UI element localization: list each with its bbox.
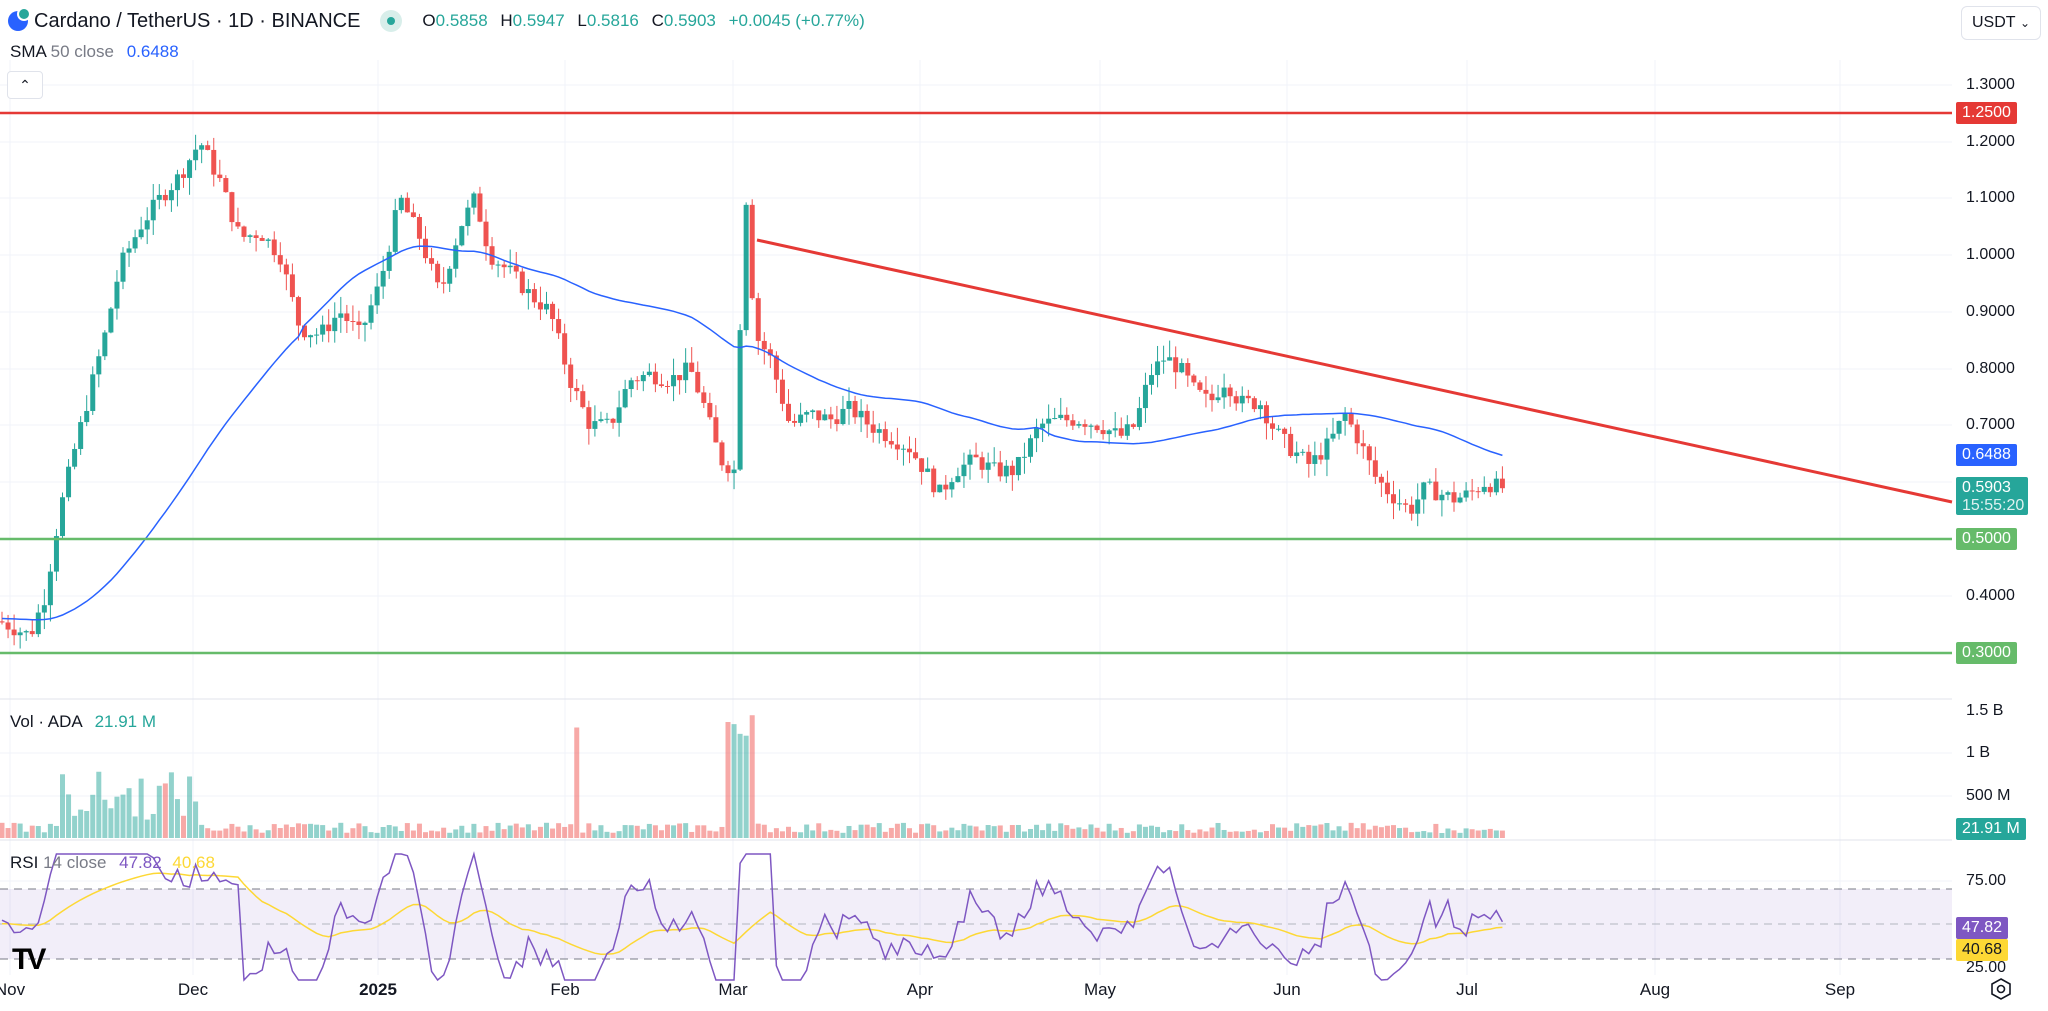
price-tick: 1.0000 <box>1966 246 2015 263</box>
change-value: +0.0045 (+0.77%) <box>728 11 865 30</box>
time-label: Mar <box>718 980 748 999</box>
time-label: Jul <box>1456 980 1478 999</box>
price-tick: 1.1000 <box>1966 189 2015 206</box>
chevron-up-icon: ⌃ <box>19 76 31 93</box>
bar-countdown: 15:55:20 <box>1962 497 2025 514</box>
trendline[interactable] <box>756 238 1953 504</box>
time-label: Dec <box>177 980 209 999</box>
collapse-legend-button[interactable]: ⌃ <box>7 71 43 99</box>
rsi-tick: 75.00 <box>1966 872 2007 889</box>
chevron-down-icon: ⌄ <box>2019 16 2030 30</box>
sma-line <box>1 245 1503 621</box>
open-value: 0.5858 <box>435 11 488 30</box>
rsi-value-tag: 47.82 <box>1956 917 2009 939</box>
time-label: Aug <box>1639 980 1671 999</box>
cardano-logo-icon <box>8 7 31 31</box>
currency-select[interactable]: USDT ⌄ <box>1961 6 2041 40</box>
candlestick-series <box>0 134 1505 649</box>
high-value: 0.5947 <box>512 11 565 30</box>
volume-bars <box>0 715 1505 838</box>
low-value: 0.5816 <box>586 11 639 30</box>
symbol-title[interactable]: Cardano / TetherUS · 1D · BINANCE <box>34 9 361 32</box>
settings-gear-icon[interactable] <box>1990 978 2012 1000</box>
rsi-ma-tag: 40.68 <box>1956 939 2009 961</box>
tradingview-logo-icon[interactable]: TV <box>12 943 46 976</box>
price-tick: 0.4000 <box>1966 587 2015 604</box>
sma-price-tag: 0.6488 <box>1956 444 2017 466</box>
volume-tag: 21.91 M <box>1956 818 2026 840</box>
last-price-tag: 0.5903 15:55:20 <box>1956 477 2028 515</box>
price-tick: 0.8000 <box>1966 360 2015 377</box>
rsi-ma-line <box>2 872 1503 955</box>
market-status-icon <box>380 10 403 32</box>
close-value: 0.5903 <box>663 11 716 30</box>
rsi-tick: 25.00 <box>1966 959 2007 976</box>
price-tick: 1.2000 <box>1966 133 2015 150</box>
rsi-line <box>1 851 1504 982</box>
ohlc-values: O0.5858 H0.5947 L0.5816 C0.5903 +0.0045 … <box>422 11 865 30</box>
time-label: Sep <box>1824 980 1856 999</box>
time-label: Feb <box>550 980 580 999</box>
time-label: Apr <box>906 980 934 999</box>
time-label: 2025 <box>359 980 397 999</box>
time-label: Nov <box>0 980 26 999</box>
support-price-tag-030: 0.3000 <box>1956 642 2017 664</box>
sma-legend[interactable]: SMA 50 close 0.6488 <box>10 42 179 61</box>
time-label: May <box>1083 980 1117 999</box>
support-price-tag-050: 0.5000 <box>1956 528 2017 550</box>
symbol-header: Cardano / TetherUS · 1D · BINANCE O0.585… <box>8 7 865 34</box>
rsi-legend[interactable]: RSI 14 close 47.82 40.68 <box>10 853 215 872</box>
volume-legend[interactable]: Vol · ADA 21.91 M <box>10 712 156 731</box>
price-tick: 0.7000 <box>1966 416 2015 433</box>
volume-tick: 1.5 B <box>1966 702 2004 719</box>
resistance-price-tag: 1.2500 <box>1956 102 2017 124</box>
price-tick: 0.9000 <box>1966 303 2015 320</box>
volume-tick: 500 M <box>1966 787 2011 804</box>
volume-tick: 1 B <box>1966 744 1991 761</box>
time-label: Jun <box>1273 980 1301 999</box>
price-tick: 1.3000 <box>1966 76 2015 93</box>
